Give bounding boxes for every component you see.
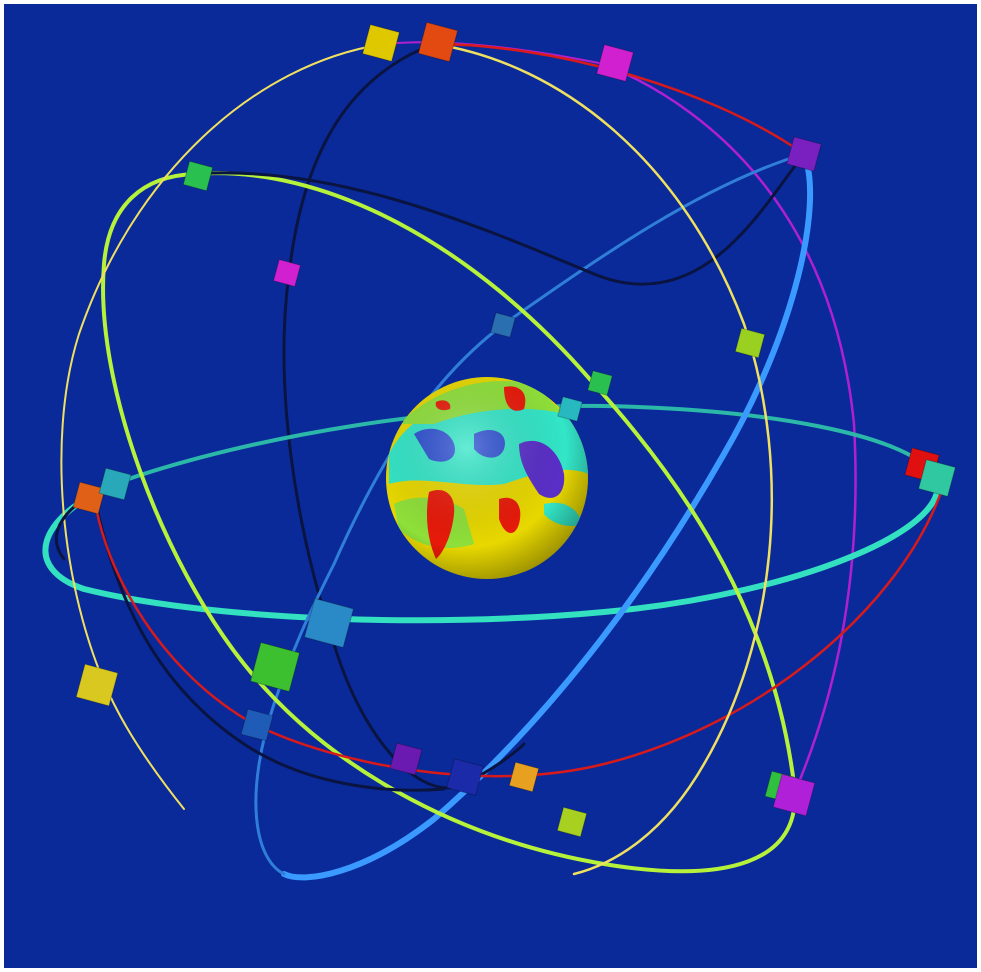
- orbit-yellow-right: [432, 42, 773, 876]
- satellite-steelblue-low: [240, 708, 274, 742]
- orbit-dark-low: [92, 492, 526, 792]
- satellite-purple-right: [786, 136, 822, 172]
- satellite-green-upper-left: [182, 160, 214, 192]
- orbits-front: [42, 41, 946, 881]
- satellite-green-large: [249, 641, 301, 693]
- satellite-orange-left: [72, 481, 106, 515]
- satellite-yellow-left: [75, 663, 119, 707]
- satellite-teal-left: [98, 467, 132, 501]
- satellite-purple-lower-right: [772, 773, 816, 817]
- satellite-steelblue-large: [303, 597, 355, 649]
- satellite-teal-center: [557, 396, 583, 422]
- satellite-purple-low: [389, 742, 423, 776]
- earth-globe: [386, 377, 588, 579]
- satellites: [72, 21, 956, 838]
- orbit-yellow: [60, 43, 385, 810]
- orbit-blue: [281, 151, 814, 881]
- satellite-orange-top: [417, 21, 459, 63]
- satellite-yellowgreen-low: [556, 806, 588, 838]
- orbit-purple-back: [602, 62, 857, 796]
- satellite-green-center: [587, 370, 613, 396]
- satellite-teal-right: [918, 459, 956, 497]
- satellite-steelblue-center: [490, 312, 516, 338]
- satellite-magenta-small: [272, 258, 302, 288]
- satellite-magenta-top: [596, 44, 634, 82]
- satellite-yellow-top: [362, 24, 400, 62]
- orbit-equatorial-back: [112, 403, 936, 486]
- satellite-orange-low: [508, 761, 540, 793]
- orbit-green: [101, 171, 797, 874]
- satellite-navy-low: [446, 758, 484, 796]
- orbit-scene: [4, 4, 977, 968]
- satellite-yellowgreen-right: [734, 327, 766, 359]
- orbit-equatorial: [42, 471, 941, 624]
- orbit-dark: [192, 152, 806, 286]
